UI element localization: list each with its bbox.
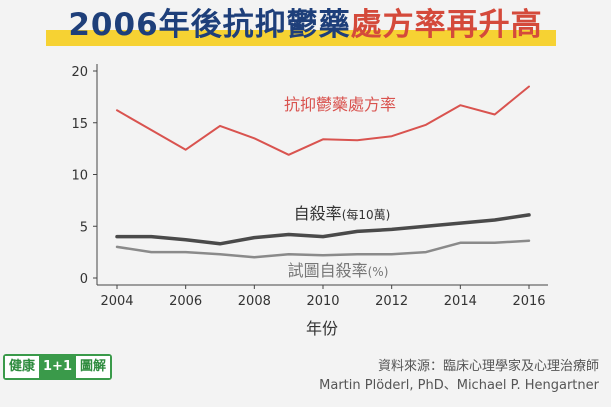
series-labels: 抗抑鬱藥處方率 自殺率(每10萬) 試圖自殺率(%) (284, 95, 396, 280)
series-label-attempt-unit: (%) (368, 265, 389, 279)
x-tick-label: 2016 (512, 294, 545, 309)
source-credit: 資料來源：臨床心理學家及心理治療師 Martin Plöderl, PhD、Mi… (319, 357, 599, 395)
title-part-blue: 2006年後抗抑鬱藥 (68, 7, 351, 43)
y-tick-label: 10 (71, 169, 88, 184)
x-tick-label: 2008 (238, 294, 271, 309)
y-axis: 0 5 10 15 20 (71, 64, 98, 287)
source-line-1: 資料來源：臨床心理學家及心理治療師 (377, 359, 599, 374)
x-tick-label: 2006 (169, 294, 202, 309)
series-label-suicide: 自殺率(每10萬) (294, 204, 391, 223)
x-tick-label: 2012 (375, 294, 408, 309)
series-label-antidepressant: 抗抑鬱藥處方率 (284, 95, 396, 114)
x-tick-label: 2014 (444, 294, 477, 309)
title-highlight (46, 30, 556, 46)
logo-text-1: 健康 (5, 356, 40, 378)
y-tick-label: 20 (71, 65, 88, 80)
series-label-suicide-unit: (每10萬) (342, 207, 391, 222)
logo-text-3: 圖解 (76, 356, 111, 378)
source-line-2: Martin Plöderl, PhD、Michael P. Hengartne… (319, 378, 599, 393)
series-line-suicide (115, 213, 531, 246)
logo-text-2: 1+1 (39, 356, 76, 378)
y-tick-label: 15 (71, 117, 88, 132)
x-tick-label: 2010 (306, 294, 339, 309)
x-ticks: 2004 2006 2008 2010 2012 2014 2016 (100, 285, 546, 309)
brand-logo: 健康 1+1 圖解 (3, 354, 113, 380)
title-part-red: 處方率再升高 (350, 7, 543, 43)
x-axis-title: 年份 (306, 319, 338, 338)
y-ticks: 0 5 10 15 20 (71, 65, 97, 287)
y-tick-label: 0 (80, 272, 88, 287)
series-lines (115, 85, 531, 259)
series-label-attempt-name: 試圖自殺率 (288, 261, 368, 280)
x-tick-label: 2004 (100, 294, 133, 309)
x-axis: 2004 2006 2008 2010 2012 2014 2016 年份 (97, 284, 548, 338)
series-label-attempt: 試圖自殺率(%) (288, 261, 389, 280)
series-line-attempt (115, 239, 531, 259)
series-line-antidepressant (116, 85, 530, 156)
series-label-suicide-name: 自殺率 (294, 204, 342, 223)
title-block: 2006年後抗抑鬱藥處方率再升高 (0, 4, 611, 50)
page-title: 2006年後抗抑鬱藥處方率再升高 (68, 4, 542, 46)
y-tick-label: 5 (80, 220, 88, 235)
